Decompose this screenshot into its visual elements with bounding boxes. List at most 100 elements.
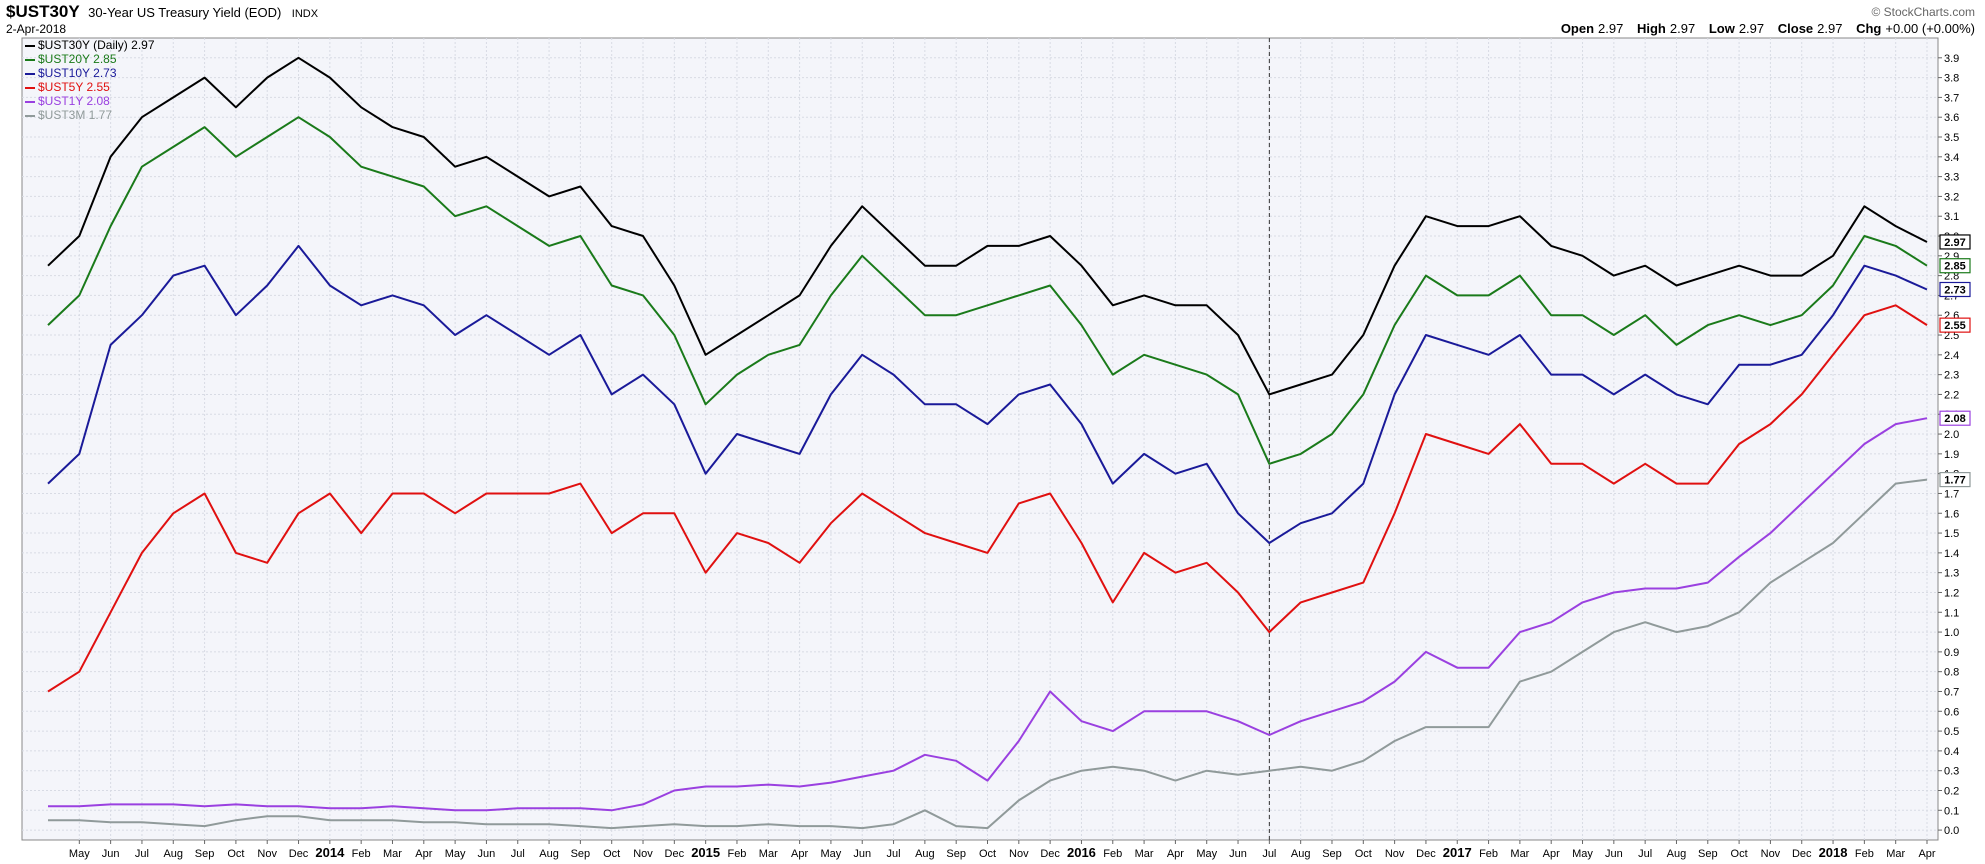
y-tick-label: 0.6 [1944, 706, 1959, 718]
series-line-ust30y [47, 56, 1928, 396]
x-tick-label: Nov [633, 848, 653, 860]
last-value-box [1939, 281, 1971, 298]
x-tick-label: Aug [539, 848, 559, 860]
y-tick-label: 3.5 [1944, 132, 1959, 144]
legend-item: $UST5Y 2.55 [25, 80, 155, 94]
y-tick-label: 1.9 [1944, 449, 1959, 461]
legend-swatch [25, 58, 35, 61]
x-tick-label: Jun [478, 848, 496, 860]
x-tick-label: Dec [1416, 848, 1436, 860]
exchange: INDX [291, 8, 319, 20]
x-tick-label: Feb [1855, 848, 1874, 860]
x-tick-label: Aug [1667, 848, 1687, 860]
legend-label: $UST3M 1.77 [38, 108, 113, 122]
x-tick-label: Mar [383, 848, 402, 860]
y-tick-label: 1.1 [1944, 607, 1959, 619]
low-value: 2.97 [1738, 21, 1765, 36]
y-tick-label: 3.1 [1944, 211, 1959, 223]
last-value-label: 2.73 [1944, 284, 1965, 296]
y-tick-label: 2.0 [1944, 429, 1959, 441]
legend-swatch [25, 100, 35, 103]
y-tick-label: 1.4 [1944, 548, 1959, 560]
x-tick-label: 2015 [691, 845, 720, 860]
chart-header: $UST30Y 30-Year US Treasury Yield (EOD) … [6, 3, 318, 21]
x-tick-label: 2018 [1819, 845, 1848, 860]
y-tick-label: 1.5 [1944, 528, 1959, 540]
y-tick-label: 1.7 [1944, 488, 1959, 500]
x-tick-label: Jun [1229, 848, 1247, 860]
open-value: 2.97 [1598, 21, 1624, 36]
series-line-ust1y [48, 417, 1928, 812]
change-label: Chg [1856, 21, 1882, 36]
series-line-ust3m [48, 478, 1928, 830]
x-tick-label: Sep [1322, 848, 1342, 860]
last-value-box [1939, 410, 1971, 426]
x-tick-label: 2016 [1067, 845, 1096, 860]
x-tick-label: Apr [1167, 848, 1184, 860]
y-tick-label: 0.0 [1944, 825, 1959, 837]
y-tick-label: 1.0 [1944, 627, 1959, 639]
series-line-ust10y [47, 244, 1928, 544]
high-label: High [1636, 21, 1666, 36]
legend-item: $UST30Y (Daily) 2.97 [25, 38, 155, 52]
y-tick-label: 2.4 [1944, 350, 1959, 362]
legend-swatch [25, 86, 35, 89]
x-tick-label: Nov [1761, 848, 1781, 860]
x-tick-label: 2014 [315, 845, 345, 860]
x-tick-label: Feb [1103, 848, 1122, 860]
legend-label: $UST1Y 2.08 [38, 94, 110, 108]
x-tick-label: Jun [853, 848, 871, 860]
y-tick-label: 1.2 [1944, 587, 1959, 599]
close-label: Close [1777, 21, 1814, 36]
series-line-ust20y [47, 116, 1928, 465]
x-tick-label: 2017 [1443, 845, 1472, 860]
y-tick-label: 3.4 [1944, 152, 1959, 164]
y-tick-label: 3.8 [1944, 73, 1959, 85]
x-tick-label: Oct [1731, 848, 1748, 860]
last-value-label: 2.97 [1944, 237, 1965, 249]
last-value-box [1939, 258, 1971, 274]
series-line-ust5y [47, 304, 1928, 693]
last-value-labels: 2.97 2.85 2.73 2.55 2.08 1.77 [1939, 234, 1971, 488]
x-tick-label: Sep [571, 848, 591, 860]
open-label: Open [1560, 21, 1595, 36]
x-tick-label: Jun [1605, 848, 1623, 860]
y-tick-label: 3.2 [1944, 191, 1959, 203]
last-value-label: 2.08 [1944, 413, 1965, 425]
x-tick-label: Oct [979, 848, 996, 860]
x-tick-label: Nov [1385, 848, 1405, 860]
last-value-box [1939, 471, 1971, 488]
x-tick-label: May [445, 848, 466, 860]
close-value: 2.97 [1817, 21, 1843, 36]
x-tick-label: Aug [163, 848, 183, 860]
legend-label: $UST10Y 2.73 [38, 66, 117, 80]
y-tick-label: 1.3 [1944, 568, 1959, 580]
legend-item: $UST1Y 2.08 [25, 94, 155, 108]
last-value-label: 2.85 [1944, 261, 1965, 273]
last-value-box [1939, 317, 1971, 333]
x-tick-label: Jul [1638, 848, 1652, 860]
y-tick-label: 0.2 [1944, 785, 1959, 797]
y-tick-label: 3.9 [1944, 53, 1959, 65]
y-tick-label: 3.6 [1944, 112, 1959, 124]
ohlc-readout: Open 2.97 High 2.97 Low 2.97 Close 2.97 Chg +… [1551, 21, 1975, 36]
x-tick-label: Dec [1792, 848, 1812, 860]
change-value: +0.00 (+0.00%) [1885, 21, 1975, 36]
x-tick-label: Apr [415, 848, 432, 860]
y-tick-label: 0.5 [1944, 726, 1959, 738]
y-tick-label: 0.1 [1944, 805, 1959, 817]
x-tick-label: Mar [1886, 848, 1905, 860]
symbol: $UST30Y [6, 2, 80, 21]
x-tick-label: Sep [195, 848, 215, 860]
x-tick-label: Aug [1291, 848, 1311, 860]
last-value-label: 2.55 [1944, 320, 1965, 332]
x-tick-label: Apr [1543, 848, 1560, 860]
legend-swatch [25, 44, 35, 47]
high-value: 2.97 [1669, 21, 1696, 36]
x-tick-label: Dec [1040, 848, 1060, 860]
x-tick-label: Jul [1262, 848, 1276, 860]
y-tick-label: 3.3 [1944, 172, 1959, 184]
x-tick-label: Nov [257, 848, 277, 860]
x-tick-label: Oct [603, 848, 620, 860]
